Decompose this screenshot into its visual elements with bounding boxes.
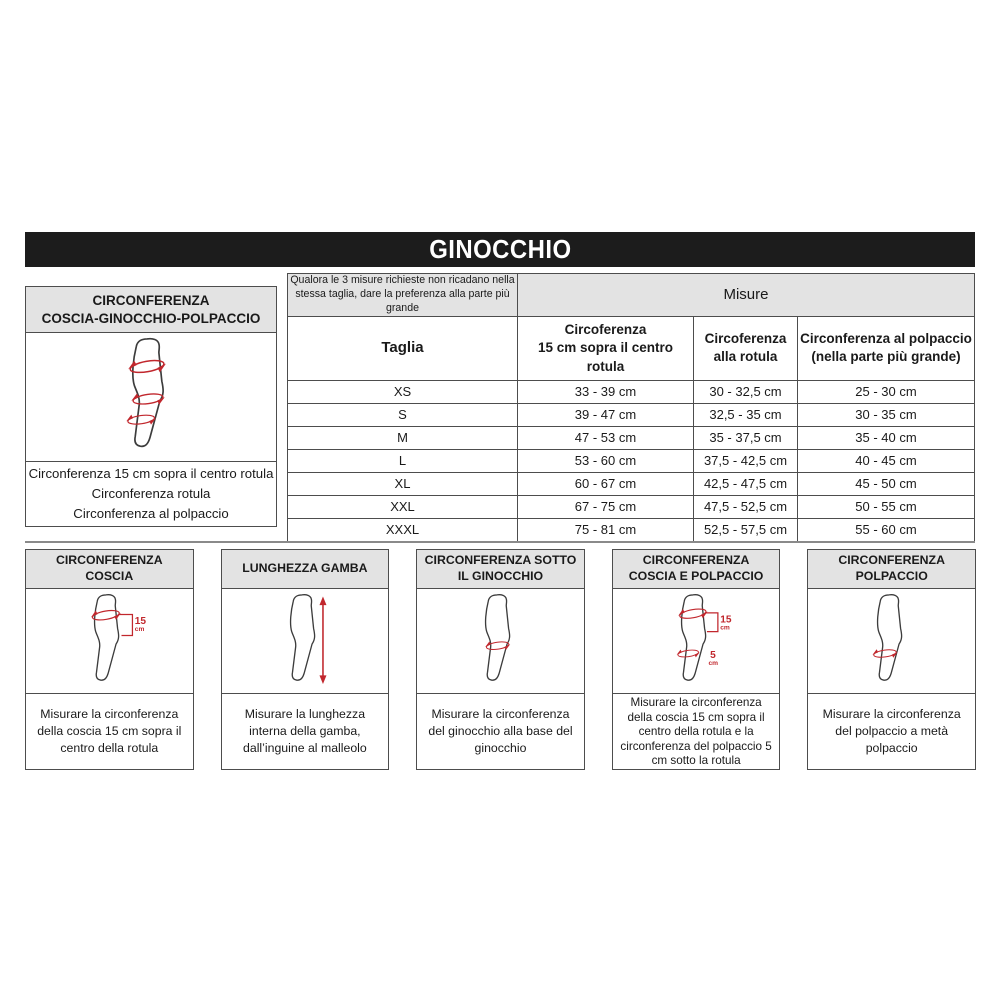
measure-cell: 39 - 47 cm xyxy=(517,402,694,427)
table-note: Qualora le 3 misure richieste non ricada… xyxy=(287,273,518,317)
panel-circonferenza-sotto-ginocchio: CIRCONFERENZA SOTTO IL GINOCCHIO Misurar… xyxy=(416,549,585,770)
summary-panel-diagram xyxy=(26,333,276,461)
distance-unit-label: cm xyxy=(135,626,145,633)
panel-description: Misurare la circonferenza del polpaccio … xyxy=(808,693,975,769)
panel-description: Misurare la lunghezza interna della gamb… xyxy=(221,693,389,769)
panel-diagram xyxy=(417,589,584,693)
measure-cell: 35 - 37,5 cm xyxy=(693,425,798,450)
column-header-sopra-rotula: Circoferenza 15 cm sopra il centro rotul… xyxy=(517,315,694,381)
measure-cell: 53 - 60 cm xyxy=(517,448,694,473)
measure-cell: 42,5 - 47,5 cm xyxy=(693,471,798,496)
table-row: XL 60 - 67 cm 42,5 - 47,5 cm 45 - 50 cm xyxy=(287,471,975,496)
panel-diagram xyxy=(222,589,389,693)
table-row: L 53 - 60 cm 37,5 - 42,5 cm 40 - 45 cm xyxy=(287,448,975,473)
leg-length-measure-icon xyxy=(289,594,327,684)
panel-description: Misurare la circonferenza del ginocchio … xyxy=(417,693,584,769)
panel-title: LUNGHEZZA GAMBA xyxy=(221,550,389,589)
measure-cell: 67 - 75 cm xyxy=(517,494,694,519)
measure-panels-row: CIRCONFERENZA COSCIA 15 cm Misurare la c… xyxy=(25,549,976,770)
panel-title: CIRCONFERENZA COSCIA E POLPACCIO xyxy=(612,550,780,589)
leg-thigh-measure-icon: 15 cm xyxy=(89,594,147,681)
measure-cell: 37,5 - 42,5 cm xyxy=(693,448,798,473)
panel-title: CIRCONFERENZA COSCIA xyxy=(26,550,193,589)
leg-three-measures-icon xyxy=(124,337,168,448)
size-table: Qualora le 3 misure richieste non ricada… xyxy=(287,273,975,542)
leg-below-knee-measure-icon xyxy=(484,594,512,681)
measure-cell: 60 - 67 cm xyxy=(517,471,694,496)
table-row: XXXL 75 - 81 cm 52,5 - 57,5 cm 55 - 60 c… xyxy=(287,517,975,542)
size-label: M xyxy=(287,425,518,450)
page-title-bar: GINOCCHIO xyxy=(25,232,975,267)
measure-cell: 47 - 53 cm xyxy=(517,425,694,450)
panel-title: CIRCONFERENZA POLPACCIO xyxy=(808,550,975,589)
page-title: GINOCCHIO xyxy=(428,234,572,264)
panel-description: Misurare la circonferenza della coscia 1… xyxy=(612,693,780,771)
table-row: M 47 - 53 cm 35 - 37,5 cm 35 - 40 cm xyxy=(287,425,975,450)
panel-circonferenza-coscia: CIRCONFERENZA COSCIA 15 cm Misurare la c… xyxy=(25,549,194,770)
panel-title: CIRCONFERENZA SOTTO IL GINOCCHIO xyxy=(417,550,584,589)
panel-diagram: 15 cm xyxy=(26,589,193,693)
size-label: XS xyxy=(287,379,518,404)
measure-cell: 25 - 30 cm xyxy=(797,379,975,404)
column-header-polpaccio: Circonferenza al polpaccio (nella parte … xyxy=(797,315,975,381)
table-header-row-top: Qualora le 3 misure richieste non ricada… xyxy=(287,273,975,317)
measure-cell: 47,5 - 52,5 cm xyxy=(693,494,798,519)
measures-header: Misure xyxy=(517,273,975,317)
summary-panel-caption: Circonferenza 15 cm sopra il centro rotu… xyxy=(26,461,276,526)
size-label: XXXL xyxy=(287,517,518,542)
panel-circonferenza-polpaccio: CIRCONFERENZA POLPACCIO Misurare la circ… xyxy=(807,549,976,770)
measure-cell: 33 - 39 cm xyxy=(517,379,694,404)
measure-cell: 40 - 45 cm xyxy=(797,448,975,473)
panel-lunghezza-gamba: LUNGHEZZA GAMBA Misurare la lunghezza in… xyxy=(220,549,390,770)
size-label: L xyxy=(287,448,518,473)
table-column-header-row: Taglia Circoferenza 15 cm sopra il centr… xyxy=(287,315,975,381)
leg-calf-measure-icon xyxy=(870,594,902,681)
measure-cell: 55 - 60 cm xyxy=(797,517,975,542)
panel-diagram xyxy=(808,589,975,693)
table-row: S 39 - 47 cm 32,5 - 35 cm 30 - 35 cm xyxy=(287,402,975,427)
leg-thigh-calf-measure-icon: 15 cm 5 cm xyxy=(675,594,732,681)
distance-unit-label: cm xyxy=(720,624,730,631)
size-label: XXL xyxy=(287,494,518,519)
measure-cell: 52,5 - 57,5 cm xyxy=(693,517,798,542)
panel-diagram: 15 cm 5 cm xyxy=(613,589,780,693)
column-header-taglia: Taglia xyxy=(287,315,518,381)
column-header-alla-rotula: Circoferenza alla rotula xyxy=(693,315,798,381)
measure-cell: 50 - 55 cm xyxy=(797,494,975,519)
size-label: S xyxy=(287,402,518,427)
measure-cell: 32,5 - 35 cm xyxy=(693,402,798,427)
distance-value-label: 5 xyxy=(710,650,716,661)
summary-panel: CIRCONFERENZA COSCIA-GINOCCHIO-POLPACCIO… xyxy=(25,286,277,527)
distance-unit-label: cm xyxy=(709,660,719,667)
section-divider xyxy=(25,541,975,543)
table-row: XS 33 - 39 cm 30 - 32,5 cm 25 - 30 cm xyxy=(287,379,975,404)
summary-panel-title: CIRCONFERENZA COSCIA-GINOCCHIO-POLPACCIO xyxy=(26,287,276,333)
distance-value-label: 15 xyxy=(135,616,147,627)
size-label: XL xyxy=(287,471,518,496)
measure-cell: 45 - 50 cm xyxy=(797,471,975,496)
panel-circonferenza-coscia-polpaccio: CIRCONFERENZA COSCIA E POLPACCIO 15 cm 5… xyxy=(611,549,781,771)
table-row: XXL 67 - 75 cm 47,5 - 52,5 cm 50 - 55 cm xyxy=(287,494,975,519)
measure-cell: 30 - 32,5 cm xyxy=(693,379,798,404)
measure-cell: 30 - 35 cm xyxy=(797,402,975,427)
distance-value-label: 15 xyxy=(720,614,732,625)
measure-cell: 35 - 40 cm xyxy=(797,425,975,450)
measure-cell: 75 - 81 cm xyxy=(517,517,694,542)
panel-description: Misurare la circonferenza della coscia 1… xyxy=(26,693,193,769)
